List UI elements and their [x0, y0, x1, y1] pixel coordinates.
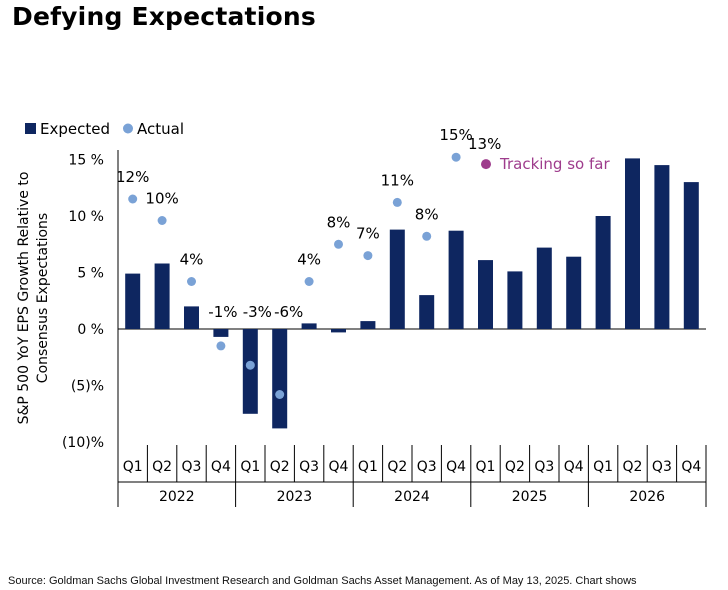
expected-bar [654, 165, 670, 329]
expected-bar [448, 230, 464, 329]
legend-actual-label: Actual [137, 120, 184, 138]
x-axis: Q1 Q2 Q3 Q4 Q1 Q2 Q3 Q4 Q1 Q2 Q3 Q4 Q1 Q2 Q3 Q4 Q1 Q2 Q3 Q4… [117, 445, 707, 507]
actual-data-label: 4% [180, 251, 204, 269]
actual-data-label: 10% [145, 190, 178, 208]
expected-bar [507, 271, 523, 329]
x-tick-label-quarter: Q3 [652, 459, 672, 475]
x-tick-label-year: 2025 [512, 489, 548, 505]
actual-dot [187, 277, 196, 286]
actual-dot [157, 216, 167, 225]
x-tick-label-quarter: Q3 [182, 459, 202, 475]
y-ticks: 15 % 10 % 5 % 0 % (5)% (10)% [62, 153, 104, 452]
x-tick-label-quarter: Q2 [623, 459, 643, 475]
actual-dot [245, 360, 255, 370]
actual-dot [128, 194, 138, 204]
y-tick-label: 5 % [77, 266, 104, 282]
expected-bar [595, 216, 611, 329]
chart: Expected Actual S&P 500 YoY EPS Growth R… [16, 120, 707, 507]
y-axis-title-line-1: S&P 500 YoY EPS Growth Relative to [16, 172, 32, 425]
expected-bar [213, 329, 229, 337]
actual-dot [363, 251, 373, 261]
expected-bar [566, 256, 582, 329]
x-tick-label-quarter: Q3 [299, 459, 319, 475]
actual-dot [304, 277, 314, 286]
x-tick-label-quarter: Q4 [329, 459, 349, 475]
expected-bar [478, 260, 493, 329]
expected-bar [683, 182, 699, 329]
tracking-marker [481, 159, 491, 170]
legend-expected-label: Expected [40, 120, 110, 138]
actual-dot [216, 341, 226, 351]
x-tick-label-year: 2026 [629, 489, 665, 505]
source-note: Source: Goldman Sachs Global Investment … [8, 575, 637, 587]
x-tick-label-quarter: Q1 [593, 459, 613, 475]
y-tick-label: (10)% [62, 435, 104, 451]
actual-data-label: 8% [415, 205, 439, 223]
expected-bar [625, 158, 640, 329]
actual-data-label: 15% [439, 126, 472, 144]
actual-data-label: 8% [327, 213, 351, 231]
expected-bar [272, 329, 288, 429]
actual-data-label: 7% [356, 225, 380, 243]
x-tick-label-quarter: Q2 [152, 459, 172, 475]
expected-bars [125, 158, 699, 429]
actual-data-label: -1% [208, 303, 237, 321]
actual-data-label: 11% [381, 171, 414, 189]
x-tick-label-quarter: Q3 [534, 459, 554, 475]
actual-dot [451, 152, 461, 162]
legend: Expected Actual [25, 120, 184, 138]
actual-data-label: -3% [243, 303, 272, 321]
tracking-annotation: 13% Tracking so far [468, 135, 610, 173]
x-tick-label-quarter: Q1 [358, 459, 378, 475]
expected-bar [389, 229, 405, 329]
x-tick-label-year: 2023 [277, 489, 313, 505]
actual-dot [334, 239, 343, 249]
expected-bar [125, 273, 141, 329]
expected-bar [242, 329, 258, 414]
x-tick-label-quarter: Q3 [417, 459, 437, 475]
y-tick-label: (5)% [71, 379, 104, 395]
actual-data-labels: 12%10%4%-1% -3% -6%4%8%7%11%8%15% [116, 126, 473, 321]
x-tick-label-year: 2022 [159, 489, 195, 505]
x-tick-label-quarter: Q4 [681, 459, 701, 475]
actual-dot [275, 390, 285, 399]
x-tick-label-quarter: Q4 [564, 459, 584, 475]
x-tick-label-quarter: Q1 [476, 459, 496, 475]
actual-data-label: -6% [274, 303, 303, 321]
expected-bar [154, 263, 170, 329]
x-tick-label-year: 2024 [394, 489, 430, 505]
actual-dots [128, 152, 461, 399]
y-tick-label: 10 % [68, 209, 104, 225]
expected-bar [360, 321, 376, 329]
x-tick-label-quarter: Q1 [123, 459, 143, 475]
expected-bar [301, 323, 317, 329]
expected-bar [331, 329, 346, 333]
expected-bar [536, 247, 552, 329]
x-tick-label-quarter: Q2 [387, 459, 407, 475]
actual-data-label: 12% [116, 168, 149, 186]
page-title: Defying Expectations [12, 2, 316, 31]
tracking-value-label: 13% [468, 135, 501, 153]
x-tick-label-quarter: Q4 [446, 459, 466, 475]
y-tick-label: 0 % [77, 322, 104, 338]
actual-dot [422, 231, 432, 241]
x-tick-label-quarter: Q1 [240, 459, 260, 475]
actual-data-label: 4% [297, 251, 321, 269]
x-tick-label-quarter: Q4 [211, 459, 231, 475]
expected-bar [419, 295, 435, 329]
x-tick-label-quarter: Q2 [270, 459, 290, 475]
legend-actual-swatch [123, 123, 133, 134]
legend-expected-swatch [25, 123, 36, 134]
tracking-label: Tracking so far [499, 155, 610, 173]
x-tick-label-quarter: Q2 [505, 459, 525, 475]
y-tick-label: 15 % [68, 153, 104, 169]
actual-dot [392, 197, 402, 207]
y-axis-title-line-2: Consensus Expectations [35, 213, 51, 383]
expected-bar [184, 306, 199, 329]
